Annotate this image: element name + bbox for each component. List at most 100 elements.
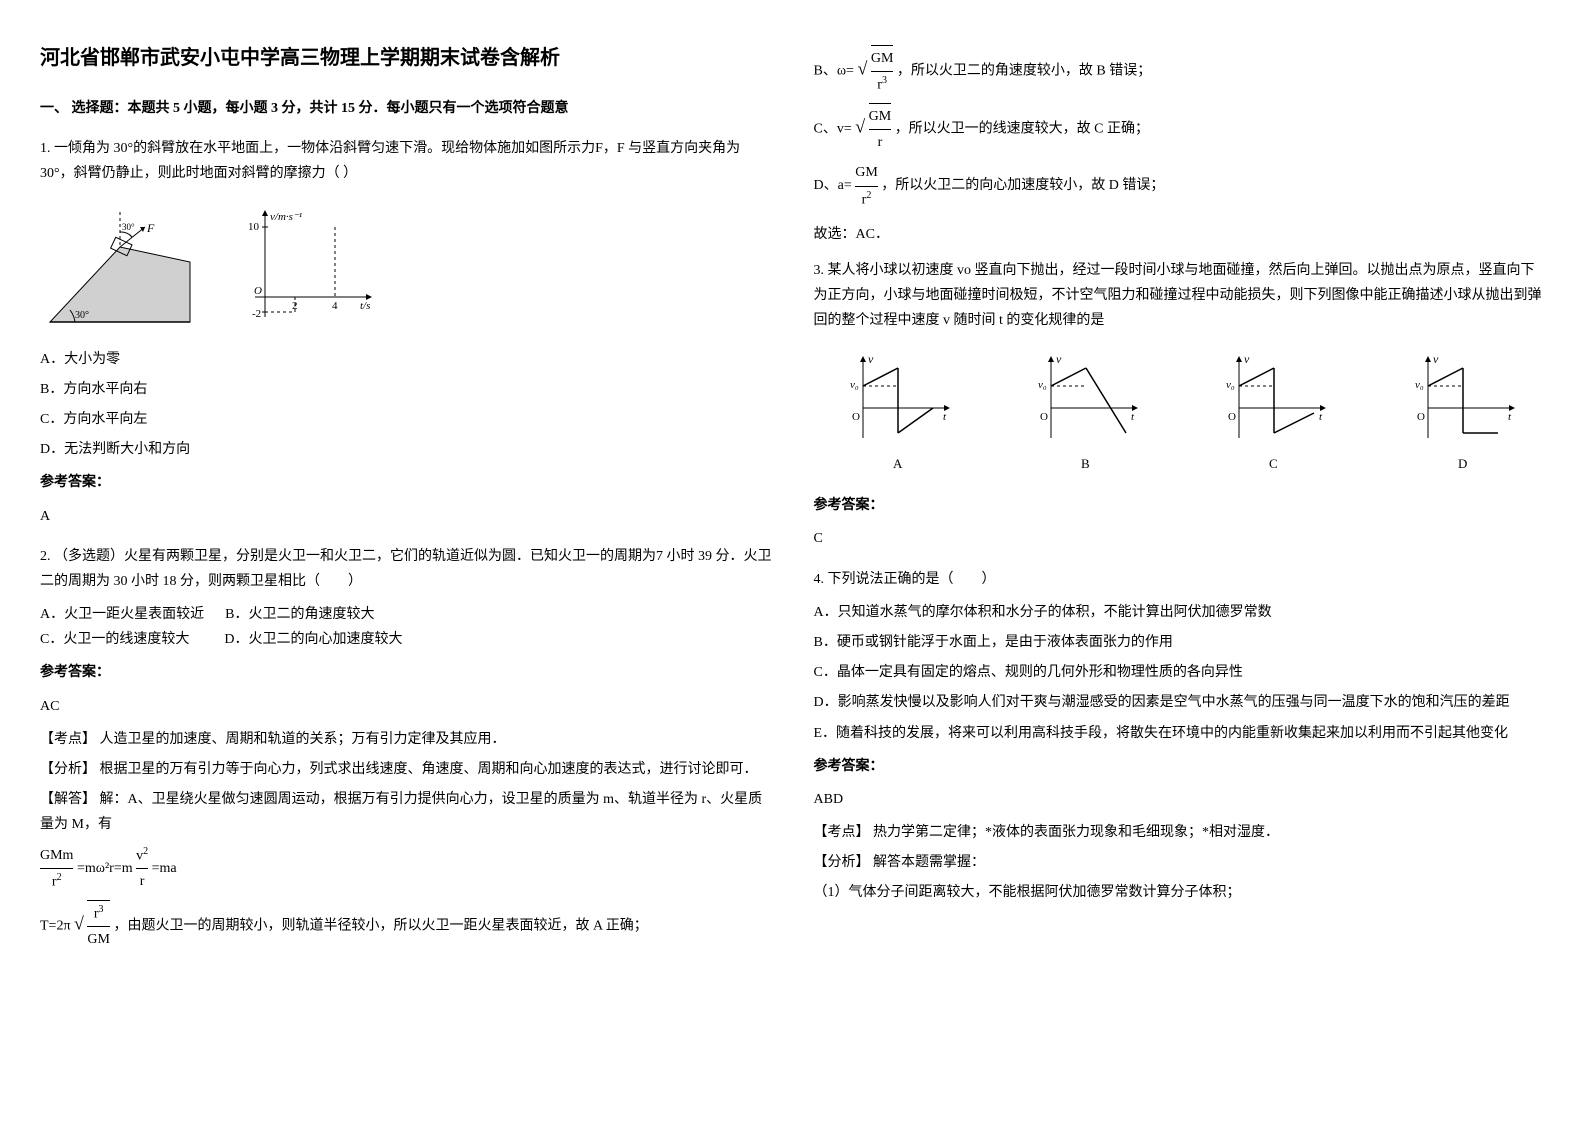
q2-text: 2. （多选题）火星有两颗卫星，分别是火卫一和火卫二，它们的轨道近似为圆．已知火…	[40, 544, 774, 594]
svg-text:O: O	[1417, 411, 1425, 423]
q1-options: A．大小为零 B．方向水平向右 C．方向水平向左 D．无法判断大小和方向	[40, 347, 774, 463]
lineD-text: ，所以火卫二的向心加速度较小，故 D 错误；	[881, 179, 1164, 194]
svg-text:t: t	[1131, 411, 1135, 423]
svg-text:B: B	[1081, 456, 1090, 471]
right-column: B、ω= √ GM r3 ，所以火卫二的角速度较小，故 B 错误； C、v= √…	[814, 40, 1548, 968]
q4-analysis-text: 解答本题需掌握：	[873, 855, 985, 870]
solve-text: 解：A、卫星绕火星做匀速圆周运动，根据万有引力提供向心力，设卫星的质量为 m、轨…	[40, 792, 762, 832]
formula-v2: v2	[136, 843, 148, 870]
q4-analysis: 【分析】 解答本题需掌握：	[814, 850, 1548, 875]
q1-text: 1. 一倾角为 30°的斜臂放在水平地面上，一物体沿斜臂匀速下滑。现给物体施加如…	[40, 136, 774, 186]
svg-text:t: t	[1508, 411, 1512, 423]
q2-answer: AC	[40, 694, 774, 719]
svg-text:v: v	[1433, 352, 1439, 366]
left-column: 河北省邯郸市武安小屯中学高三物理上学期期末试卷含解析 一、 选择题：本题共 5 …	[40, 40, 774, 968]
graph-c: v v₀ O t C	[1214, 348, 1334, 478]
q1-answer-label: 参考答案：	[40, 470, 774, 495]
velocity-time-graph: v/m·s⁻¹ 10 -2 O 2 4 t/s	[240, 202, 380, 332]
question-1: 1. 一倾角为 30°的斜臂放在水平地面上，一物体沿斜臂匀速下滑。现给物体施加如…	[40, 136, 774, 529]
svg-text:v₀: v₀	[1038, 379, 1047, 391]
q1-option-b: B．方向水平向右	[40, 377, 774, 402]
formula-mid: =mω²r=m	[77, 861, 133, 876]
q4-option-c: C．晶体一定具有固定的熔点、规则的几何外形和物理性质的各向异性	[814, 660, 1548, 685]
incline-diagram: F 30° 30°	[40, 202, 200, 332]
q3-number: 3.	[814, 263, 825, 278]
graph-d: v v₀ O t D	[1403, 348, 1523, 478]
svg-text:4: 4	[332, 300, 338, 312]
lineC-bot: r	[869, 130, 892, 155]
formula2-text: ，由题火卫一的周期较小，则轨道半径较小，所以火卫一距火星表面较近，故 A 正确；	[113, 918, 647, 933]
q3-body: 某人将小球以初速度 vo 竖直向下抛出，经过一段时间小球与地面碰撞，然后向上弹回…	[814, 263, 1542, 328]
q2-option-b: B．火卫二的角速度较大	[225, 607, 374, 622]
svg-text:2: 2	[292, 300, 298, 312]
formula-end: =ma	[152, 861, 177, 876]
q4-option-e: E．随着科技的发展，将来可以利用高科技手段，将散失在环境中的内能重新收集起来加以…	[814, 721, 1548, 746]
lineC: C、v= √ GM r ，所以火卫一的线速度较大，故 C 正确；	[814, 103, 1548, 155]
q1-number: 1.	[40, 141, 51, 156]
q3-answer: C	[814, 526, 1548, 551]
svg-text:v: v	[1244, 352, 1250, 366]
formula-numerator: GMm	[40, 843, 73, 869]
svg-text:D: D	[1458, 456, 1467, 471]
svg-text:t/s: t/s	[360, 300, 370, 312]
q2-option-d: D．火卫二的向心加速度较大	[224, 632, 402, 647]
q4-point-label: 【考点】	[814, 825, 870, 840]
q2-formula2: T=2π √ r3 GM ，由题火卫一的周期较小，则轨道半径较小，所以火卫一距火…	[40, 900, 774, 953]
formula2-prefix: T=2π	[40, 918, 71, 933]
lineB: B、ω= √ GM r3 ，所以火卫二的角速度较小，故 B 错误；	[814, 45, 1548, 98]
formula-denom: r2	[40, 869, 73, 895]
svg-text:C: C	[1269, 456, 1278, 471]
svg-text:-2: -2	[252, 308, 261, 320]
analysis-label: 【分析】	[40, 762, 96, 777]
q2-option-c: C．火卫一的线速度较大	[40, 632, 189, 647]
point-label: 【考点】	[40, 732, 96, 747]
svg-text:v₀: v₀	[1415, 379, 1424, 391]
q3-text: 3. 某人将小球以初速度 vo 竖直向下抛出，经过一段时间小球与地面碰撞，然后向…	[814, 258, 1548, 334]
q1-body: 一倾角为 30°的斜臂放在水平地面上，一物体沿斜臂匀速下滑。现给物体施加如图所示…	[40, 141, 740, 181]
q4-option-a: A．只知道水蒸气的摩尔体积和水分子的体积，不能计算出阿伏加德罗常数	[814, 600, 1548, 625]
question-3: 3. 某人将小球以初速度 vo 竖直向下抛出，经过一段时间小球与地面碰撞，然后向…	[814, 258, 1548, 552]
svg-text:v/m·s⁻¹: v/m·s⁻¹	[270, 211, 302, 223]
lineC-text: ，所以火卫一的线速度较大，故 C 正确；	[895, 121, 1149, 136]
lineB-prefix: B、ω=	[814, 64, 854, 79]
q2-analysis: 【分析】 根据卫星的万有引力等于向心力，列式求出线速度、角速度、周期和向心加速度…	[40, 757, 774, 782]
q4-sub1: （1）气体分子间距离较大，不能根据阿伏加德罗常数计算分子体积；	[814, 880, 1548, 905]
lineB-bot: r3	[871, 72, 894, 98]
question-4: 4. 下列说法正确的是（ ） A．只知道水蒸气的摩尔体积和水分子的体积，不能计算…	[814, 567, 1548, 906]
svg-text:O: O	[254, 285, 262, 297]
svg-text:O: O	[1228, 411, 1236, 423]
graph-b: v v₀ O t B	[1026, 348, 1146, 478]
svg-text:v₀: v₀	[1226, 379, 1235, 391]
q4-point: 【考点】 热力学第二定律；*液体的表面张力现象和毛细现象；*相对湿度．	[814, 820, 1548, 845]
svg-text:A: A	[893, 456, 903, 471]
svg-text:v₀: v₀	[850, 379, 859, 391]
lineD-bot: r2	[855, 187, 878, 213]
q1-diagrams: F 30° 30° v/m·s⁻¹ 10 -2 O	[40, 202, 774, 332]
q2-formula1: GMm r2 =mω²r=m v2 r =ma	[40, 843, 774, 895]
lineD-top: GM	[855, 160, 878, 186]
q2-answer-label: 参考答案：	[40, 660, 774, 685]
svg-text:10: 10	[248, 221, 260, 233]
svg-text:t: t	[943, 411, 947, 423]
q2-option-a: A．火卫一距火星表面较近	[40, 607, 204, 622]
lineB-text: ，所以火卫二的角速度较小，故 B 错误；	[897, 64, 1151, 79]
question-2: 2. （多选题）火星有两颗卫星，分别是火卫一和火卫二，它们的轨道近似为圆．已知火…	[40, 544, 774, 953]
section-1-header: 一、 选择题：本题共 5 小题，每小题 3 分，共计 15 分．每小题只有一个选…	[40, 96, 774, 121]
formula2-top: r3	[87, 901, 110, 928]
q2-body: （多选题）火星有两颗卫星，分别是火卫一和火卫二，它们的轨道近似为圆．已知火卫一的…	[40, 549, 772, 589]
q4-option-d: D．影响蒸发快慢以及影响人们对干爽与潮湿感受的因素是空气中水蒸气的压强与同一温度…	[814, 690, 1548, 715]
q2-conclusion: 故选：AC．	[814, 222, 1548, 247]
svg-text:F: F	[146, 221, 155, 235]
lineD: D、a= GM r2 ，所以火卫二的向心加速度较小，故 D 错误；	[814, 160, 1548, 212]
lineC-top: GM	[869, 104, 892, 130]
svg-text:O: O	[852, 411, 860, 423]
analysis-text: 根据卫星的万有引力等于向心力，列式求出线速度、角速度、周期和向心加速度的表达式，…	[100, 762, 758, 777]
document-title: 河北省邯郸市武安小屯中学高三物理上学期期末试卷含解析	[40, 40, 774, 76]
q4-answer: ABD	[814, 787, 1548, 812]
svg-text:30°: 30°	[122, 222, 135, 232]
q4-analysis-label: 【分析】	[814, 855, 870, 870]
lineB-top: GM	[871, 46, 894, 72]
lineD-prefix: D、a=	[814, 179, 852, 194]
q2-solve: 【解答】 解：A、卫星绕火星做匀速圆周运动，根据万有引力提供向心力，设卫星的质量…	[40, 787, 774, 837]
formula-r: r	[136, 869, 148, 894]
